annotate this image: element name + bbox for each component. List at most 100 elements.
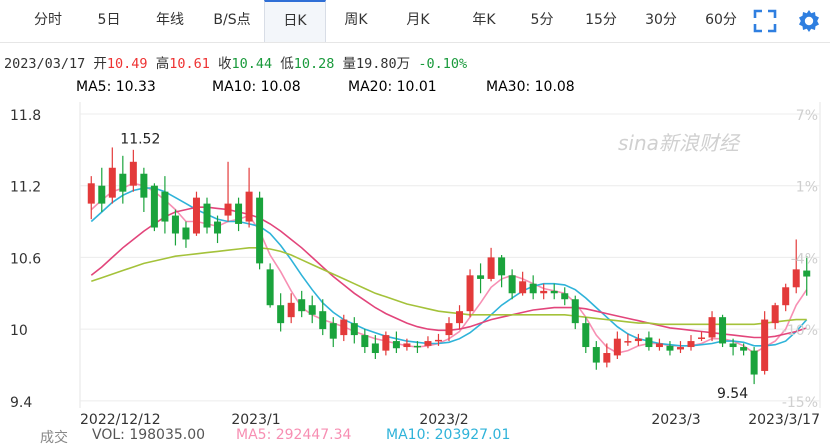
candle-body (235, 203, 243, 224)
candle-body (214, 221, 222, 234)
ma5-legend: MA5: 10.33 (76, 79, 156, 95)
candle-body (676, 347, 684, 350)
volume-value-label: VOL: 198035.00 (92, 427, 206, 443)
tab-weekly-k[interactable]: 周K (344, 12, 368, 28)
candle-body (224, 203, 232, 216)
ma10-legend: MA10: 10.08 (212, 79, 301, 95)
candle-body (540, 290, 548, 294)
candle-body (256, 197, 264, 264)
candle-body (803, 270, 811, 277)
y-tick-label: 9.4 (10, 395, 32, 411)
candle-body (750, 350, 758, 375)
candle-body (161, 191, 169, 222)
high-value: 10.61 (169, 56, 210, 72)
volume-label: 量 (342, 56, 357, 72)
candle-body (98, 185, 106, 204)
candle-body (245, 191, 253, 222)
candle-body (434, 339, 442, 342)
candle-body (582, 323, 590, 348)
pct-tick-label: -4% (791, 251, 818, 267)
tab-intraday[interactable]: 分时 (34, 12, 62, 28)
volume-ma10-label: MA10: 203927.01 (386, 427, 511, 443)
candle-body (287, 302, 295, 318)
tab-15min[interactable]: 15分 (585, 12, 617, 28)
candle-body (698, 337, 706, 339)
candle-body (477, 275, 485, 279)
change-percent: -0.10% (418, 56, 468, 72)
candle-body (487, 257, 495, 279)
candle-body (771, 305, 779, 324)
open-value: 10.49 (106, 56, 148, 72)
expand-corners-icon[interactable] (752, 8, 778, 34)
pct-tick-label: 1% (796, 180, 818, 196)
candle-body (466, 275, 474, 312)
pct-tick-label: -10% (782, 323, 818, 339)
y-tick-label: 11.2 (10, 180, 41, 196)
tab-monthly-k[interactable]: 月K (406, 12, 430, 28)
candle-body (719, 317, 727, 344)
x-tick-label: 2023/1 (231, 412, 280, 426)
candle-body (403, 343, 411, 348)
candle-body (382, 335, 390, 351)
candle-body (371, 343, 379, 354)
max-price-annotation: 11.52 (120, 131, 160, 147)
candle-body (592, 347, 600, 363)
pct-tick-label: -15% (782, 395, 818, 411)
volume-ma5-label: MA5: 292447.34 (236, 427, 352, 443)
candle-body (266, 269, 274, 306)
tab-30min[interactable]: 30分 (645, 12, 677, 28)
candle-body (340, 319, 348, 336)
candle-body (119, 173, 127, 192)
high-label: 高 (155, 56, 170, 72)
candle-body (298, 299, 306, 312)
candle-body (634, 338, 642, 342)
candle-body (308, 305, 316, 315)
candle-body (456, 311, 464, 324)
candle-body (729, 343, 737, 348)
gear-icon[interactable] (796, 8, 822, 34)
kline-chart[interactable]: sina新浪财经 11.8 7% 11.2 1% 10.6 -4% 10 -10% 9.4 -15… (0, 98, 830, 426)
candle-body (687, 341, 695, 348)
y-tick-label: 10.6 (10, 251, 41, 267)
candle-body (498, 257, 506, 276)
candle-body (319, 311, 327, 330)
tab-bs-points[interactable]: B/S点 (213, 12, 251, 28)
candle-body (761, 319, 769, 371)
candle-body (171, 215, 179, 234)
close-value: 10.44 (231, 56, 273, 72)
pct-tick-label: 7% (796, 108, 818, 124)
tab-yearly-k[interactable]: 年K (472, 12, 496, 28)
candle-body (350, 323, 358, 336)
quote-summary: 2023/03/17 开10.49 高10.61 收10.44 低10.28 量… (4, 52, 467, 72)
candle-body (203, 203, 211, 228)
candle-body (329, 323, 337, 339)
quote-date: 2023/03/17 (4, 56, 86, 72)
candle-body (792, 269, 800, 288)
candle-body (424, 341, 432, 346)
candle-body (392, 341, 400, 349)
x-tick-label: 2023/2 (419, 412, 468, 426)
candle-body (571, 299, 579, 324)
candle-body (140, 173, 148, 198)
x-tick-label: 2023/3 (651, 412, 700, 426)
y-tick-label: 11.8 (10, 108, 41, 124)
y-tick-label: 10 (10, 323, 28, 339)
tab-year-line[interactable]: 年线 (156, 12, 184, 28)
min-price-annotation: 9.54 (717, 386, 748, 402)
tab-60min[interactable]: 60分 (705, 12, 737, 28)
candle-body (182, 227, 190, 240)
open-label: 开 (93, 56, 107, 72)
candle-body (108, 167, 116, 198)
period-tabs: 分时 5日 年线 B/S点 日K 周K 月K 年K 5分 15分 30分 60分 (0, 0, 830, 43)
close-label: 收 (217, 56, 232, 72)
candle-body (613, 338, 621, 356)
candle-body (87, 183, 95, 204)
candle-body (624, 341, 632, 343)
candle-body (561, 293, 569, 300)
x-tick-label: 2022/12/12 (80, 412, 161, 426)
candle-body (550, 290, 558, 294)
tab-5day[interactable]: 5日 (97, 12, 121, 28)
ma20-legend: MA20: 10.01 (348, 79, 437, 95)
tab-daily-k[interactable]: 日K (264, 0, 326, 42)
tab-5min[interactable]: 5分 (530, 12, 554, 28)
